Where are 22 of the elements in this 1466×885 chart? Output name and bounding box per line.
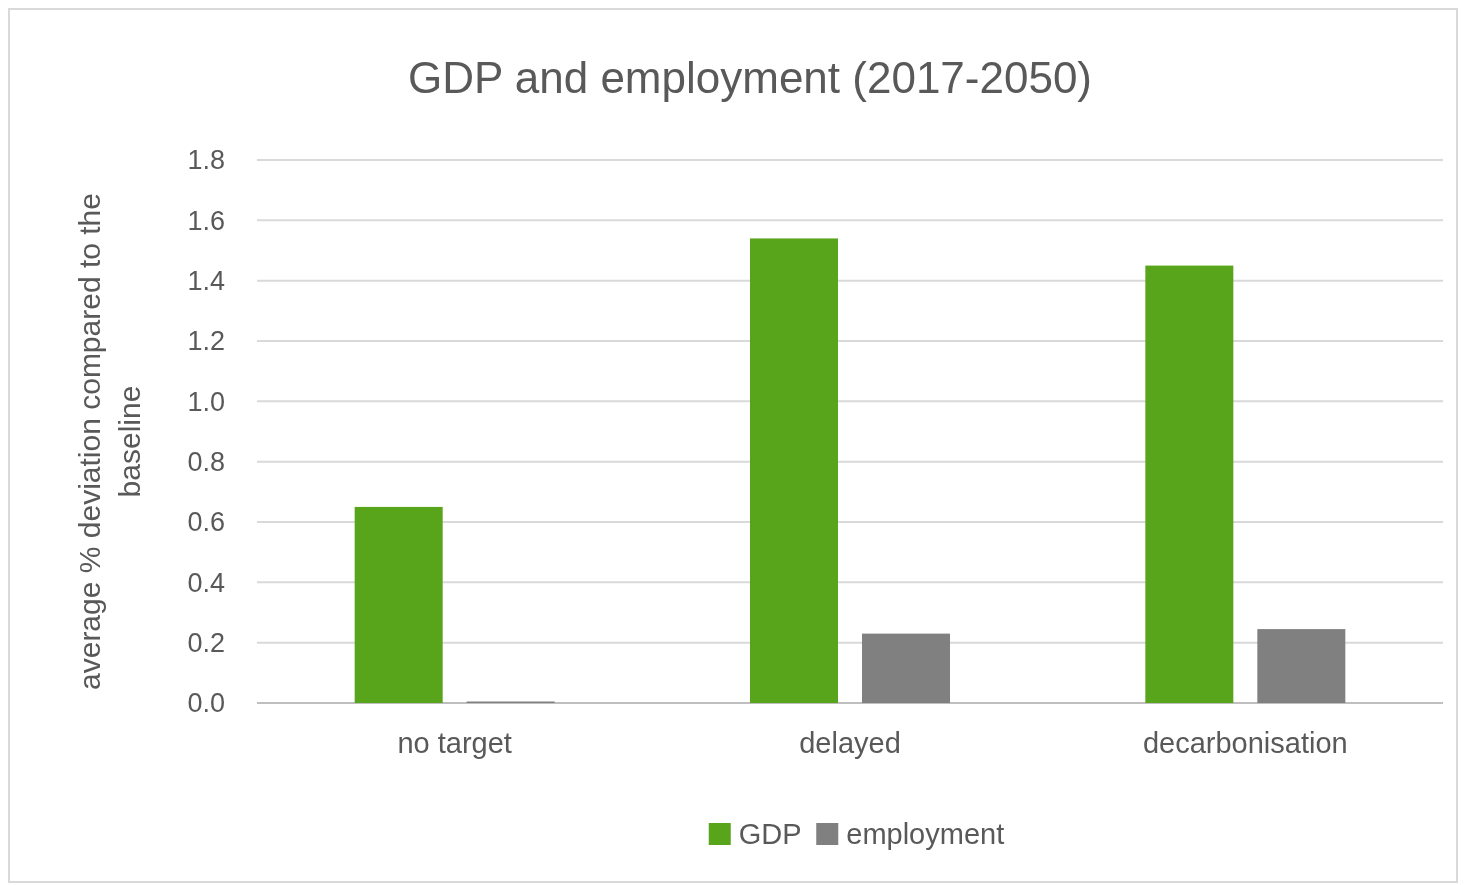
y-axis-title: average % deviation compared to the baseline [73, 193, 146, 690]
bar [1145, 265, 1234, 703]
y-tick-label: 0.2 [187, 628, 225, 659]
bar [862, 633, 950, 703]
legend-label: employment [846, 818, 1005, 851]
y-tick-label: 0.4 [187, 567, 225, 598]
bar [750, 238, 838, 703]
y-tick-label: 0.0 [187, 688, 225, 719]
y-tick-label: 0.6 [187, 507, 225, 538]
y-tick-label: 1.4 [187, 266, 225, 297]
x-tick-label: no target [397, 727, 512, 759]
y-tick-label: 0.8 [187, 447, 225, 478]
chart-title: GDP and employment (2017-2050) [407, 53, 1093, 102]
y-tick-label: 1.6 [187, 205, 225, 236]
y-tick-label: 1.2 [187, 326, 225, 357]
y-tick-label: 1.0 [187, 386, 225, 417]
y-tick-label: 1.8 [187, 145, 225, 176]
x-tick-label: delayed [799, 727, 901, 759]
legend-label: GDP [738, 818, 802, 851]
bar [1257, 629, 1346, 703]
bar [354, 506, 443, 703]
x-tick-label: decarbonisation [1142, 727, 1348, 759]
